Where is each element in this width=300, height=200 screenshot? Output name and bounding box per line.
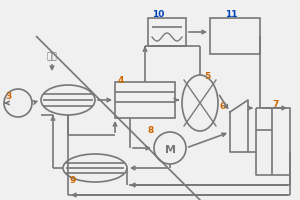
Text: 9: 9	[70, 176, 76, 185]
Bar	[148, 18, 186, 46]
Bar	[115, 82, 175, 118]
Text: 11: 11	[225, 10, 238, 19]
Text: 7: 7	[272, 100, 278, 109]
Text: M: M	[164, 145, 175, 155]
Text: 10: 10	[152, 10, 164, 19]
Text: 大气: 大气	[46, 52, 57, 61]
Text: 8: 8	[148, 126, 154, 135]
Text: 4: 4	[118, 76, 124, 85]
Text: 5: 5	[204, 72, 210, 81]
Text: 3: 3	[5, 92, 11, 101]
Bar	[210, 18, 260, 54]
Text: 6: 6	[220, 102, 226, 111]
